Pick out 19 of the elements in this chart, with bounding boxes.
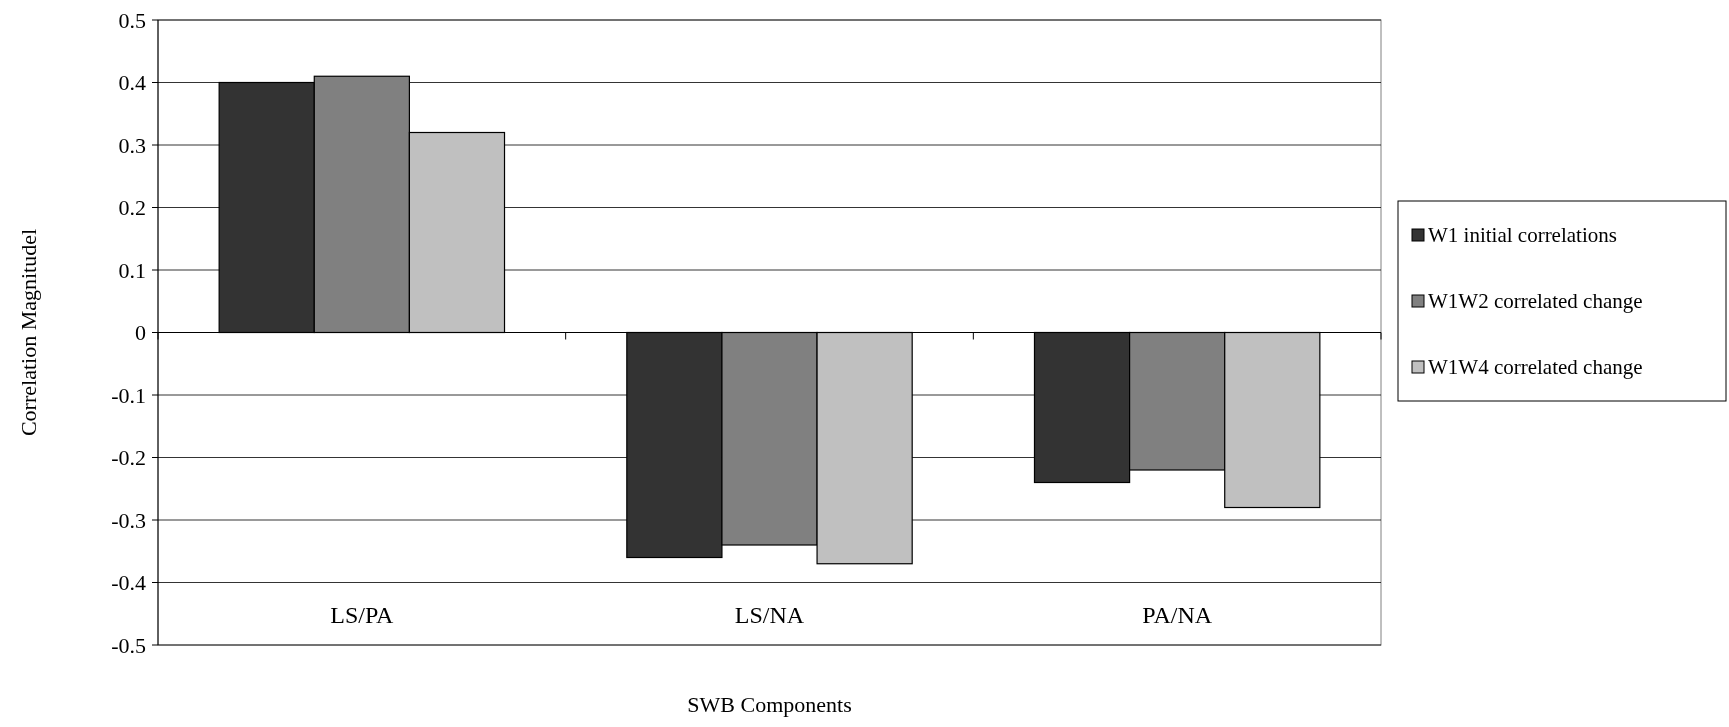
y-tick-label: -0.4 bbox=[111, 570, 146, 596]
y-tick-label: 0.2 bbox=[118, 195, 146, 221]
y-tick-label: -0.3 bbox=[111, 507, 146, 533]
legend-label: W1 initial correlations bbox=[1428, 223, 1617, 248]
y-tick-label: 0.5 bbox=[118, 7, 146, 33]
y-tick-label: 0.4 bbox=[118, 70, 146, 96]
legend-label: W1W2 correlated change bbox=[1428, 289, 1643, 314]
x-tick-label: LS/PA bbox=[330, 602, 395, 628]
x-tick-label: LS/NA bbox=[734, 602, 805, 628]
y-tick-label: 0.3 bbox=[118, 132, 146, 158]
y-axis-title: Correlation Magnitudel bbox=[16, 228, 41, 437]
y-tick-label: -0.2 bbox=[111, 445, 146, 471]
legend-label: W1W4 correlated change bbox=[1428, 355, 1643, 380]
y-tick-label: 0.1 bbox=[118, 257, 146, 283]
y-tick-label: -0.5 bbox=[111, 632, 146, 658]
x-tick-label: PA/NA bbox=[1142, 602, 1213, 628]
y-tick-label: -0.1 bbox=[111, 382, 146, 408]
x-axis-title: SWB Components bbox=[687, 692, 852, 717]
y-tick-label: 0 bbox=[135, 320, 146, 346]
